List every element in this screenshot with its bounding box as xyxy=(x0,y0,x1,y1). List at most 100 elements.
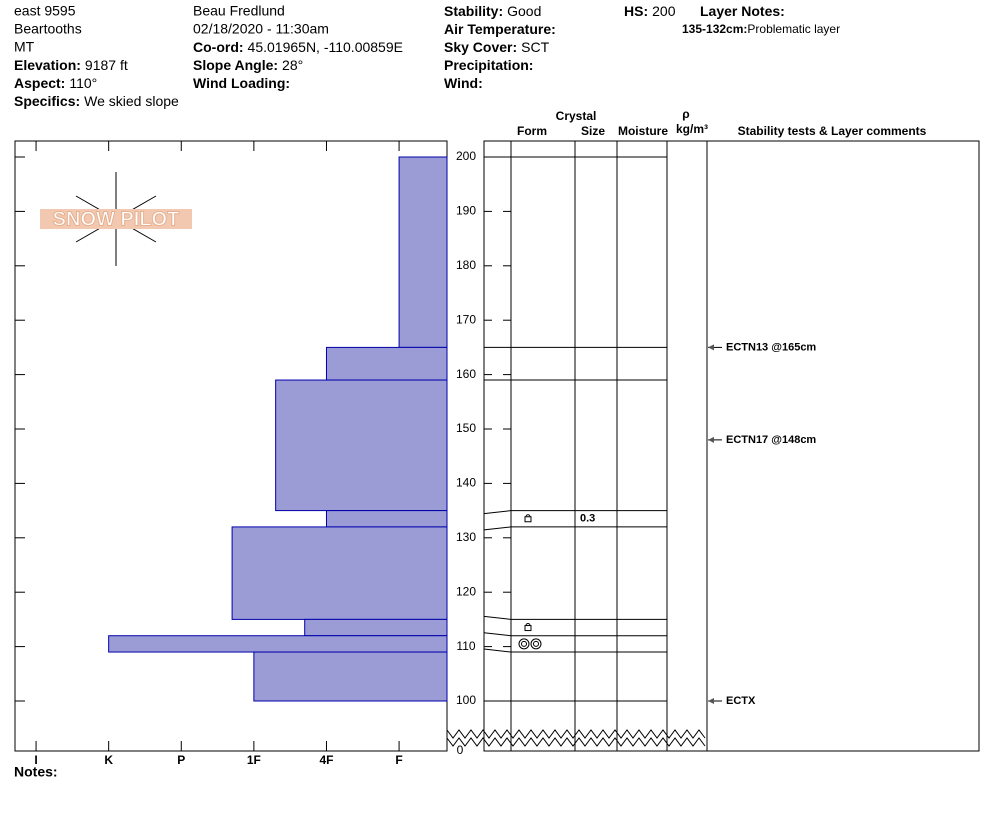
field-value: Good xyxy=(507,3,541,19)
field-label: Wind Loading: xyxy=(193,75,290,91)
logo-text: SNOW PILOT xyxy=(53,208,180,230)
field: Slope Angle: 28° xyxy=(193,57,303,73)
test-label: ECTN17 @148cm xyxy=(726,434,816,446)
field: Aspect: 110° xyxy=(14,75,97,91)
col-form: Form xyxy=(517,124,547,138)
depth-label: 170 xyxy=(456,312,476,326)
notes: Notes: xyxy=(14,764,58,780)
layer-note: 135-132cm:Problematic layer xyxy=(682,22,840,36)
field-value: 200 xyxy=(652,3,676,19)
depth-label: 130 xyxy=(456,530,476,544)
field: Wind Loading: xyxy=(193,75,290,91)
hardness-bar xyxy=(275,379,448,512)
depth-label: 110 xyxy=(456,639,475,653)
test-label: ECTX xyxy=(726,695,756,707)
depth-label: 200 xyxy=(456,149,476,163)
field-label: Air Temperature: xyxy=(444,21,556,37)
field-value: 28° xyxy=(282,57,303,73)
grain-icon xyxy=(521,640,527,647)
layer-slant xyxy=(483,510,512,515)
hardness-bar xyxy=(325,346,448,381)
header-fields: Elevation: 9187 ft Aspect: 110° Specifics: We… xyxy=(14,3,785,109)
range: Beartooths xyxy=(14,21,82,37)
grain-icon xyxy=(525,514,531,517)
hardness-bar xyxy=(108,635,448,653)
grain-icon xyxy=(525,623,531,626)
field: Precipitation: xyxy=(444,57,533,73)
field: Specifics: We skied slope xyxy=(14,93,179,109)
grain-icon xyxy=(518,638,530,650)
hardness-bar xyxy=(304,618,448,637)
test-label: ECTN13 @165cm xyxy=(726,341,816,353)
field-label: Aspect: xyxy=(14,75,65,91)
grain-icon xyxy=(524,516,532,523)
site: east 9595 xyxy=(14,3,76,19)
hardness-label: F xyxy=(395,753,402,767)
field: HS: 200 xyxy=(624,3,676,19)
datetime: 02/18/2020 - 11:30am xyxy=(193,21,329,37)
field-label: Co-ord: xyxy=(193,39,244,55)
hardness-bar xyxy=(253,651,448,702)
field-label: HS: xyxy=(624,3,648,19)
field: Layer Notes: xyxy=(700,3,785,19)
hardness-bar xyxy=(231,526,448,620)
depth-label: 120 xyxy=(456,584,476,598)
hardness-label: 1F xyxy=(247,753,261,767)
field-value: SCT xyxy=(521,39,549,55)
col-comments: Stability tests & Layer comments xyxy=(738,124,927,138)
hardness-label: 4F xyxy=(319,753,333,767)
layers-frame xyxy=(483,140,980,752)
field-label: Sky Cover: xyxy=(444,39,517,55)
grain-icon xyxy=(524,625,532,632)
field: Air Temperature: xyxy=(444,21,556,37)
layer-note-value: Problematic layer xyxy=(747,22,840,36)
hardness-bar xyxy=(325,510,448,528)
grain-icon xyxy=(530,638,542,650)
break xyxy=(446,737,706,747)
hardness-label: P xyxy=(177,753,185,767)
hardness-label: K xyxy=(104,753,113,767)
layer-slant xyxy=(483,648,512,653)
observer: Beau Fredlund xyxy=(193,3,285,19)
grain-icon xyxy=(533,640,539,647)
depth-label: 100 xyxy=(456,693,476,707)
arrow-head xyxy=(708,698,714,704)
field-value: We skied slope xyxy=(84,93,179,109)
field-value: 45.01965N, -110.00859E xyxy=(248,39,403,55)
ground-label: 0 xyxy=(457,743,464,757)
field-label: Slope Angle: xyxy=(193,57,278,73)
layer-slant xyxy=(483,632,512,637)
field-label: Precipitation: xyxy=(444,57,533,73)
depth-label: 190 xyxy=(456,204,476,218)
field: Wind: xyxy=(444,75,483,91)
field-label: Elevation: xyxy=(14,57,81,73)
col-moisture: Moisture xyxy=(618,124,668,138)
field-label: Wind: xyxy=(444,75,483,91)
col-size: Size xyxy=(581,124,605,138)
break xyxy=(446,729,706,739)
layer-slant xyxy=(483,615,512,620)
depth-label: 180 xyxy=(456,258,476,272)
logo xyxy=(40,172,192,266)
field-label: Stability: xyxy=(444,3,503,19)
state: MT xyxy=(14,39,35,55)
depth-label: 160 xyxy=(456,367,476,381)
hardness-bar xyxy=(398,156,448,348)
field-value: 9187 ft xyxy=(85,57,128,73)
layer-slant xyxy=(483,526,512,531)
arrow-head xyxy=(708,344,714,351)
field: Sky Cover: SCT xyxy=(444,39,550,55)
depth-label: 140 xyxy=(456,476,476,490)
hardness-label: I xyxy=(34,753,37,767)
arrow-head xyxy=(708,436,714,443)
col-rho: ρ xyxy=(682,107,689,121)
depth-label: 150 xyxy=(456,421,476,435)
field-value: 110° xyxy=(69,75,97,91)
layer-note-label: 135-132cm: xyxy=(682,22,747,36)
field: Elevation: 9187 ft xyxy=(14,57,128,73)
grain-size: 0.3 xyxy=(580,513,595,525)
col-density: kg/m³ xyxy=(676,122,708,136)
field: Stability: Good xyxy=(444,3,541,19)
field-label: Layer Notes: xyxy=(700,3,785,19)
